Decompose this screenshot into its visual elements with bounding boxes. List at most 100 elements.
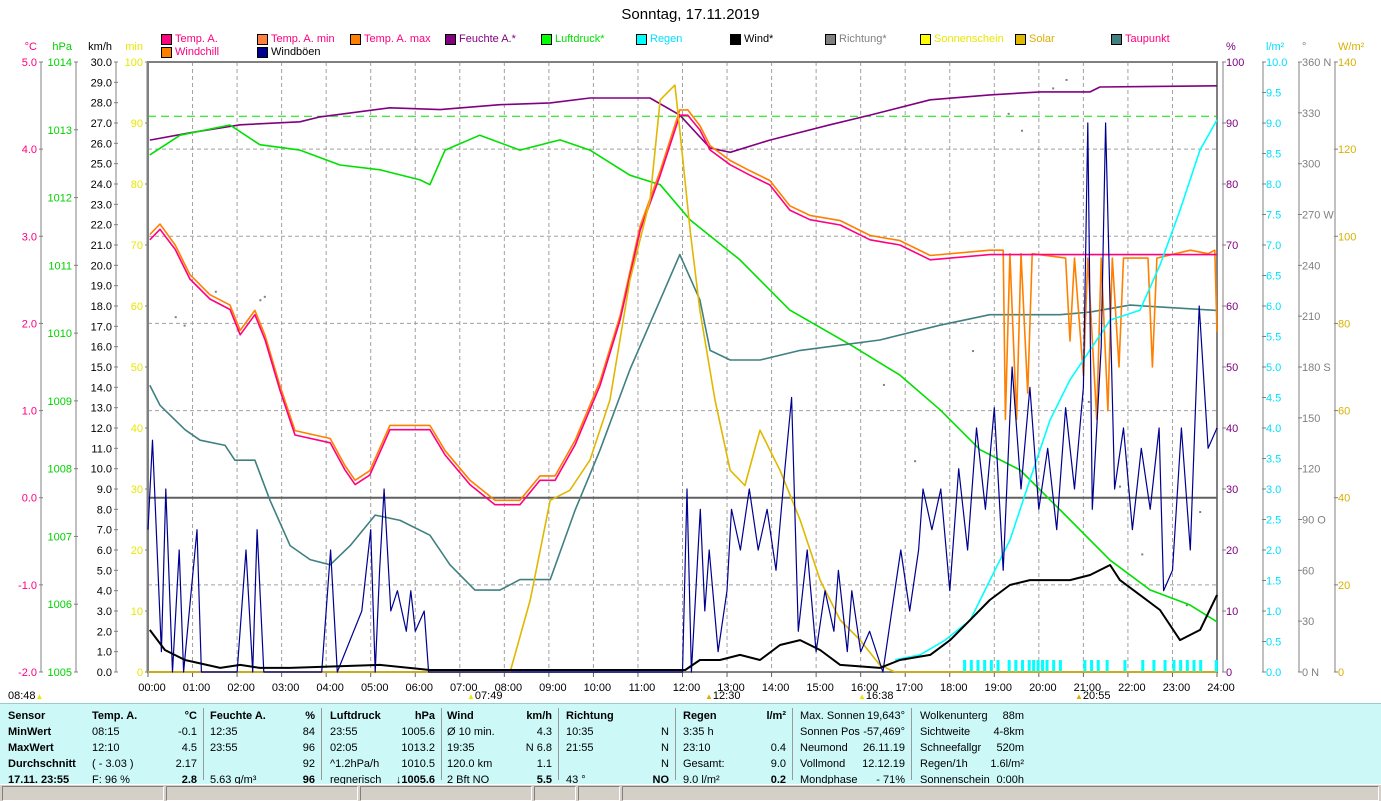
stats-value: 1.1 bbox=[536, 758, 552, 770]
stats-label: Feuchte A. bbox=[210, 710, 266, 722]
axis-unit-temp: °C bbox=[25, 41, 37, 53]
stats-value: 520m bbox=[996, 742, 1024, 754]
series-line-windb-en bbox=[147, 122, 1218, 673]
stats-value: km/h bbox=[526, 710, 552, 722]
axis-tick-label: 1.0 bbox=[1266, 606, 1281, 618]
x-tick-label: 21:00 bbox=[1074, 682, 1102, 694]
axis-tick-label: 30 bbox=[1302, 616, 1314, 628]
axis-tick-label: 90 bbox=[131, 118, 143, 130]
stats-value: 2.8 bbox=[181, 774, 197, 786]
x-tick-label: 07:00 bbox=[450, 682, 478, 694]
rain-bar bbox=[1007, 660, 1011, 672]
axis-tick-label: 10.0 bbox=[91, 464, 112, 476]
axis-tick-label: 9.0 bbox=[1266, 118, 1281, 130]
series-line-temp-a bbox=[149, 114, 1217, 506]
x-tick-label: 15:00 bbox=[806, 682, 834, 694]
axis-tick-label: 1010 bbox=[48, 328, 72, 340]
stats-section: Luftdruck hPa 23:55 1005.6 02:05 1013.2 ^1.2hP… bbox=[330, 708, 442, 786]
sun-marker-time: 20:55 bbox=[1082, 690, 1111, 702]
axis-unit-minutes: min bbox=[125, 41, 143, 53]
axis-tick-label: 21.0 bbox=[91, 240, 112, 252]
stats-label: Sonnenschein bbox=[920, 774, 990, 786]
axis-tick-label: 20 bbox=[131, 545, 143, 557]
axis-unit-pressure: hPa bbox=[52, 41, 72, 53]
stats-value: 1.6l/m² bbox=[990, 758, 1024, 770]
axis-tick-label: 1008 bbox=[48, 464, 72, 476]
stats-value: -0.1 bbox=[178, 726, 197, 738]
stats-value: 96 bbox=[302, 774, 315, 786]
x-tick-label: 06:00 bbox=[405, 682, 433, 694]
stats-row: 23:55 1005.6 bbox=[330, 724, 435, 740]
stats-value: N 6.8 bbox=[525, 742, 552, 754]
stats-label: 23:55 bbox=[330, 726, 358, 738]
axis-tick-label: 60 bbox=[1226, 301, 1238, 313]
rain-bar bbox=[1214, 660, 1218, 672]
axis-tick-label: 80 bbox=[1338, 318, 1350, 330]
legend-label: Windböen bbox=[271, 46, 321, 58]
legend-label: Richtung* bbox=[839, 33, 887, 45]
legend-label: Temp. A. max bbox=[364, 33, 431, 45]
legend-item: Windböen bbox=[257, 46, 321, 58]
stats-row: Mondphase - 71% bbox=[800, 772, 905, 788]
status-pane bbox=[578, 786, 620, 801]
x-tick-label: 11:00 bbox=[629, 682, 656, 694]
x-tick-label: 05:00 bbox=[361, 682, 389, 694]
axis-tick-label: 3.0 bbox=[1266, 484, 1281, 496]
legend-item: Windchill bbox=[161, 46, 219, 58]
axis-tick-label: 240 bbox=[1302, 260, 1320, 272]
axis-tick-label: 4.0 bbox=[22, 144, 37, 156]
stats-label: 23:10 bbox=[683, 742, 711, 754]
axis-tick-label: 210 bbox=[1302, 311, 1320, 323]
stats-value: 0.4 bbox=[770, 742, 786, 754]
legend-label: Sonnenschein bbox=[934, 33, 1004, 45]
stats-label: Schneefallgr bbox=[920, 742, 982, 754]
axis-tick-label: 100 bbox=[1226, 57, 1244, 69]
sun-marker: ▲07:49 bbox=[467, 690, 502, 702]
stats-row: 02:05 1013.2 bbox=[330, 740, 435, 756]
stats-label: Sonnen Pos bbox=[800, 726, 860, 738]
legend-item: Taupunkt bbox=[1111, 33, 1170, 45]
rain-bar bbox=[1172, 660, 1176, 672]
stats-label: 5.63 g/m³ bbox=[210, 774, 257, 786]
sun-marker-time: 08:48 bbox=[8, 690, 36, 702]
rain-bar bbox=[996, 660, 1000, 672]
rain-bar bbox=[1021, 660, 1025, 672]
rain-bar bbox=[1036, 660, 1040, 672]
stats-row: 21:55 N bbox=[566, 740, 669, 756]
stats-label: Regen/1h bbox=[920, 758, 968, 770]
direction-dot bbox=[1007, 112, 1010, 115]
rain-bar bbox=[1058, 660, 1062, 672]
stats-row: 10:35 N bbox=[566, 724, 669, 740]
x-tick-label: 24:00 bbox=[1207, 682, 1235, 694]
stats-row: Feuchte A.% bbox=[210, 708, 315, 724]
legend-label: Solar bbox=[1029, 33, 1055, 45]
sun-marker-time: 07:49 bbox=[474, 690, 503, 702]
axis-tick-label: 0 bbox=[1338, 667, 1344, 679]
stats-row: Temp. A. °C bbox=[92, 708, 197, 724]
x-tick-label: 00:00 bbox=[138, 682, 166, 694]
axis-tick-label: 8.0 bbox=[1266, 179, 1281, 191]
legend-item: Regen bbox=[636, 33, 682, 45]
axis-tick-label: -1.0 bbox=[18, 580, 37, 592]
stats-label: 10:35 bbox=[566, 726, 594, 738]
stats-label: MinWert bbox=[8, 726, 52, 738]
rain-bar bbox=[976, 660, 980, 672]
stats-label: Wolkenunterg bbox=[920, 710, 988, 722]
axis-tick-label: 5.0 bbox=[1266, 362, 1281, 374]
series-line-feuchte-a bbox=[149, 85, 1218, 154]
axis-unit-rain: l/m² bbox=[1266, 41, 1285, 53]
axis-tick-label: 3.0 bbox=[22, 231, 37, 243]
axis-tick-label: 100 bbox=[1338, 231, 1356, 243]
axis-tick-label: 7.0 bbox=[97, 525, 112, 537]
direction-dot bbox=[972, 350, 975, 353]
stats-value: 1010.5 bbox=[401, 758, 435, 770]
axis-tick-label: 300 bbox=[1302, 159, 1320, 171]
direction-dot bbox=[259, 299, 262, 302]
axis-tick-label: 60 bbox=[1338, 406, 1350, 418]
stats-row: Wind km/h bbox=[447, 708, 552, 724]
legend-swatch bbox=[445, 33, 456, 45]
stats-value: 1005.6 bbox=[401, 726, 435, 738]
legend-item: Feuchte A.* bbox=[445, 33, 516, 45]
axis-tick-label: 70 bbox=[131, 240, 143, 252]
axis-tick-label: 0 bbox=[1226, 667, 1232, 679]
